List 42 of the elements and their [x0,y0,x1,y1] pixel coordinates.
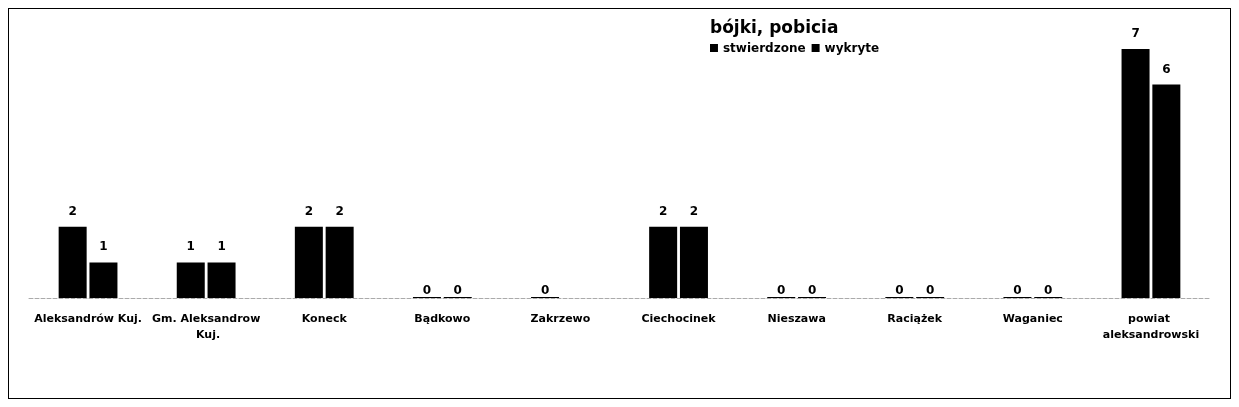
data-label: 0 [925,283,935,297]
data-label: 0 [540,283,550,297]
x-tick-label: Koneck [301,311,348,325]
x-tick-label: Nieszawa [767,311,826,325]
data-label: 0 [807,283,817,297]
bar [89,262,118,298]
data-label: 7 [1131,26,1140,40]
bar [207,262,236,298]
chart-title: bójki, pobicia [709,16,839,37]
bar [1121,49,1150,298]
data-label: 2 [68,203,77,218]
data-label: 1 [217,239,226,254]
x-tick-label: Waganiec [1002,311,1063,325]
x-tick-label: Raciążek [887,311,943,325]
bar [679,226,708,298]
x-tick-label: Zakrzewo [530,311,591,325]
legend-label: wykryte [824,41,880,55]
data-label: 6 [1162,61,1171,76]
legend-label: stwierdzone [722,41,806,55]
data-label: 2 [304,203,314,218]
data-label: 0 [1044,283,1053,297]
data-label: 0 [895,283,904,297]
bar [325,226,354,298]
data-label: 1 [186,239,195,254]
bar [58,226,87,298]
x-tick-label: Bądkowo [414,311,471,325]
x-tick-label: Ciechocinek [641,311,717,325]
data-label: 0 [777,283,786,297]
data-label: 1 [99,239,108,254]
x-tick-label: Aleksandrów Kuj. [34,311,142,325]
bar [1152,84,1181,298]
bar [294,226,323,298]
bar [649,226,678,298]
data-label: 0 [422,283,432,297]
x-tick-label: Gm. Aleksandrow Kuj. [151,311,261,341]
data-label: 0 [453,283,462,297]
data-label: 2 [689,203,699,218]
data-label: 2 [658,203,668,218]
bar [176,262,205,298]
data-label: 2 [335,203,344,218]
x-tick-label: powiat aleksandrowski [1102,311,1200,341]
data-label: 0 [1013,283,1022,297]
